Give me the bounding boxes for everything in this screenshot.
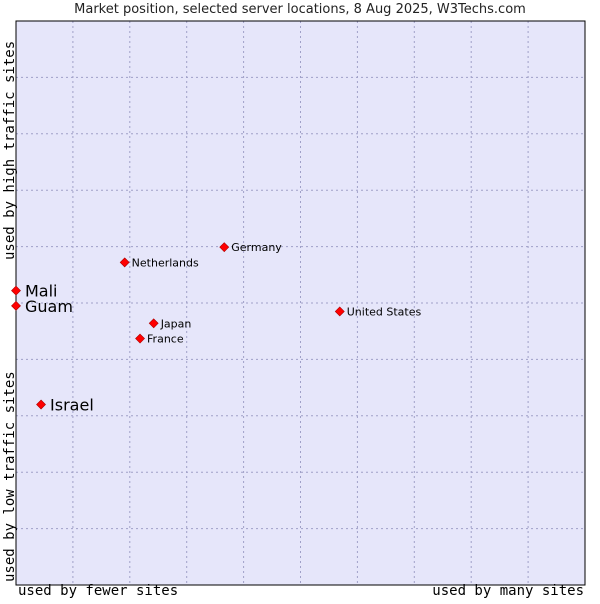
data-point-france <box>135 333 145 344</box>
y-axis-label-high: used by high traffic sites <box>2 40 18 260</box>
data-label-united-states: United States <box>347 305 422 318</box>
chart-title: Market position, selected server locatio… <box>74 2 526 17</box>
data-point-mali <box>11 285 21 296</box>
data-point-israel <box>36 399 46 410</box>
x-axis-label-low: used by fewer sites <box>18 583 179 599</box>
x-axis-label-high: used by many sites <box>432 583 584 599</box>
data-point-united-states <box>334 306 345 317</box>
data-point-netherlands <box>119 257 130 268</box>
data-label-mali: Mali <box>25 282 58 301</box>
data-label-germany: Germany <box>231 241 282 254</box>
data-label-israel: Israel <box>50 396 94 415</box>
data-label-france: France <box>147 333 184 346</box>
data-label-guam: Guam <box>25 297 73 316</box>
data-point-guam <box>11 300 21 311</box>
data-label-japan: Japan <box>160 317 192 330</box>
data-point-germany <box>219 242 230 253</box>
data-label-netherlands: Netherlands <box>132 256 199 269</box>
data-point-japan <box>148 318 159 329</box>
y-axis-label-low: used by low traffic sites <box>2 371 18 582</box>
